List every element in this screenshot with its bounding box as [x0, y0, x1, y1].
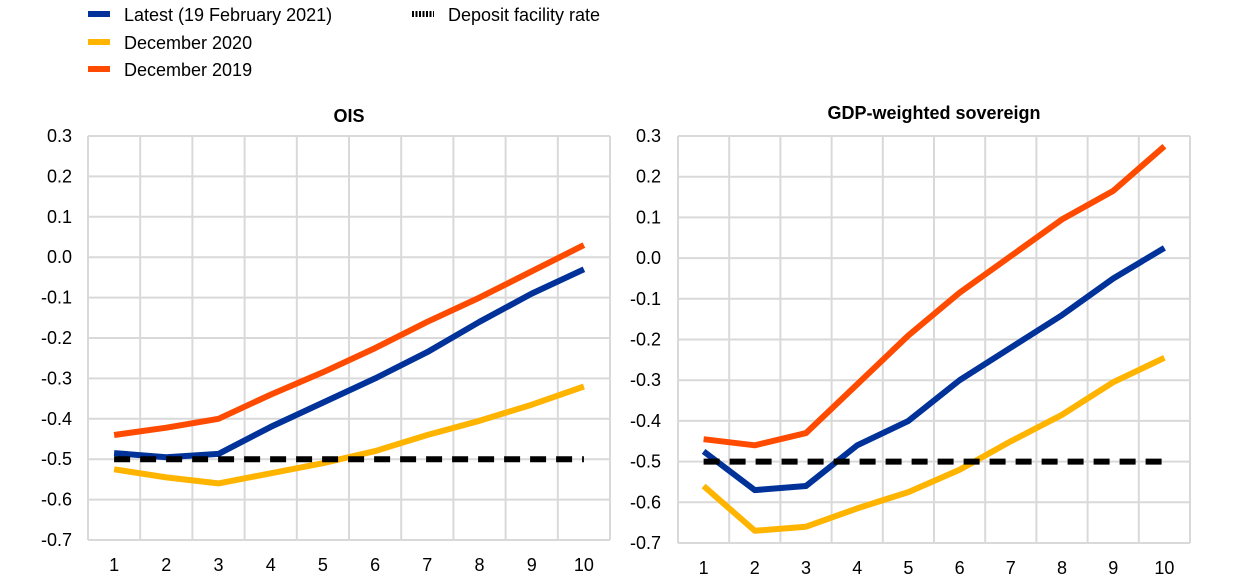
- x-tick-label: 9: [1108, 558, 1118, 578]
- x-tick-label: 9: [527, 555, 537, 575]
- series-line-december-2020: [701, 355, 1166, 534]
- y-tick-label: -0.3: [630, 370, 661, 390]
- y-tick-label: -0.2: [630, 330, 661, 350]
- chart-title: OIS: [333, 106, 364, 126]
- x-tick-label: 3: [213, 555, 223, 575]
- legend-label: Latest (19 February 2021): [124, 5, 332, 25]
- x-tick-label: 1: [109, 555, 119, 575]
- y-tick-label: -0.1: [630, 289, 661, 309]
- y-tick-label: -0.7: [630, 533, 661, 553]
- y-tick-label: -0.3: [41, 368, 72, 388]
- x-tick-label: 1: [699, 558, 709, 578]
- y-tick-label: 0.3: [47, 126, 72, 146]
- panel-ois: 0.3 0.2 0.1 0.0 -0.1 -0.2 -0.3 -0.4 -0.5 -0.6 -0.7…: [41, 106, 611, 575]
- series-line-december-2019: [113, 242, 586, 438]
- y-tick-label: -0.6: [41, 490, 72, 510]
- y-tick-label: 0.2: [47, 166, 72, 186]
- legend: Latest (19 February 2021) December 2020 De…: [88, 5, 600, 80]
- x-tick-label: 5: [903, 558, 913, 578]
- y-tick-label: 0.2: [636, 167, 661, 187]
- y-tick-label: 0.0: [636, 248, 661, 268]
- panel-gdp-weighted-sovereign: 0.3 0.2 0.1 0.0 -0.1 -0.2 -0.3 -0.4 -0.5 -0.6 -0.7…: [630, 103, 1191, 578]
- x-tick-label: 2: [161, 555, 171, 575]
- y-tick-label: 0.1: [47, 207, 72, 227]
- series-line-latest-19-february-2021: [113, 266, 586, 461]
- y-tick-label: 0.3: [636, 126, 661, 146]
- x-tick-label: 7: [422, 555, 432, 575]
- y-tick-label: -0.4: [41, 409, 72, 429]
- x-tick-label: 4: [266, 555, 276, 575]
- legend-item-deposit-facility-rate: Deposit facility rate: [412, 5, 600, 25]
- x-tick-label: 4: [852, 558, 862, 578]
- x-tick-label: 8: [474, 555, 484, 575]
- series-line-december-2019: [703, 143, 1167, 449]
- y-tick-label: -0.1: [41, 288, 72, 308]
- legend-label: December 2020: [124, 33, 252, 53]
- x-tick-label: 10: [574, 555, 594, 575]
- x-tick-label: 8: [1057, 558, 1067, 578]
- y-tick-label: -0.5: [630, 452, 661, 472]
- legend-item-december-2020: December 2020: [88, 33, 252, 53]
- legend-item-december-2019: December 2019: [88, 60, 252, 80]
- y-tick-label: -0.2: [41, 328, 72, 348]
- chart-title: GDP-weighted sovereign: [827, 103, 1040, 123]
- x-tick-label: 10: [1154, 558, 1174, 578]
- legend-label: Deposit facility rate: [448, 5, 600, 25]
- x-tick-label: 5: [318, 555, 328, 575]
- x-tick-label: 2: [750, 558, 760, 578]
- y-tick-label: 0.1: [636, 207, 661, 227]
- y-tick-label: -0.6: [630, 492, 661, 512]
- y-tick-label: -0.4: [630, 411, 661, 431]
- x-tick-label: 7: [1006, 558, 1016, 578]
- x-tick-label: 3: [801, 558, 811, 578]
- legend-label: December 2019: [124, 60, 252, 80]
- y-tick-label: -0.7: [41, 530, 72, 550]
- y-tick-label: -0.5: [41, 449, 72, 469]
- legend-item-latest-19-february-2021: Latest (19 February 2021): [88, 5, 332, 25]
- y-tick-label: 0.0: [47, 247, 72, 267]
- series-line-latest-19-february-2021: [701, 245, 1166, 494]
- x-tick-label: 6: [955, 558, 965, 578]
- x-tick-label: 6: [370, 555, 380, 575]
